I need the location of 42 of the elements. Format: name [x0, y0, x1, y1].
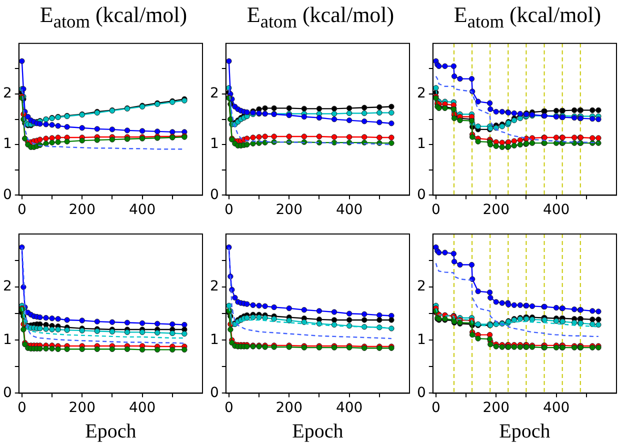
- x-tick-label: 400: [336, 400, 363, 416]
- chart-title: E$_{atom}$ (kcal/mol): [246, 1, 396, 32]
- chart-title: E$_{atom}$ (kcal/mol): [452, 1, 602, 32]
- x-tick-label: 400: [336, 202, 363, 218]
- x-tick-label: 400: [128, 202, 156, 218]
- x-tick-label: 200: [68, 400, 96, 416]
- x-axis-title: Epoch: [85, 420, 136, 442]
- y-tick-label: 0: [210, 186, 219, 203]
- x-tick-label: 400: [128, 400, 156, 416]
- x-tick-label: 0: [431, 400, 440, 416]
- y-tick-label: 1: [210, 136, 219, 152]
- y-tick-label: 0: [210, 384, 219, 401]
- y-tick-label: 1: [210, 332, 219, 348]
- x-tick-label: 200: [482, 400, 510, 416]
- x-tick-label: 0: [431, 202, 440, 218]
- x-tick-label: 0: [224, 400, 234, 416]
- x-tick-label: 0: [17, 202, 26, 218]
- chart-title: E$_{atom}$ (kcal/mol): [38, 1, 188, 32]
- x-tick-label: 200: [276, 400, 302, 416]
- y-tick-label: 0: [416, 186, 426, 203]
- x-tick-label: 400: [542, 400, 570, 416]
- y-tick-label: 2: [2, 278, 12, 295]
- y-tick-label: 1: [416, 332, 426, 348]
- y-tick-label: 2: [416, 86, 426, 102]
- x-axis-title: Epoch: [499, 420, 550, 442]
- y-tick-label: 1: [2, 332, 12, 348]
- x-tick-label: 200: [482, 202, 510, 218]
- x-tick-label: 0: [224, 202, 234, 218]
- y-tick-label: 1: [2, 136, 12, 152]
- y-tick-label: 2: [210, 278, 219, 295]
- y-tick-label: 2: [210, 86, 219, 102]
- x-tick-label: 0: [17, 400, 26, 416]
- y-tick-label: 0: [416, 384, 426, 401]
- y-tick-label: 1: [416, 136, 426, 152]
- y-tick-label: 2: [2, 86, 12, 102]
- y-tick-label: 0: [2, 384, 12, 401]
- x-tick-label: 200: [68, 202, 96, 218]
- x-tick-label: 400: [542, 202, 570, 218]
- y-tick-label: 0: [2, 186, 12, 203]
- y-tick-label: 2: [416, 278, 426, 295]
- x-tick-label: 200: [276, 202, 302, 218]
- x-axis-title: Epoch: [292, 420, 344, 442]
